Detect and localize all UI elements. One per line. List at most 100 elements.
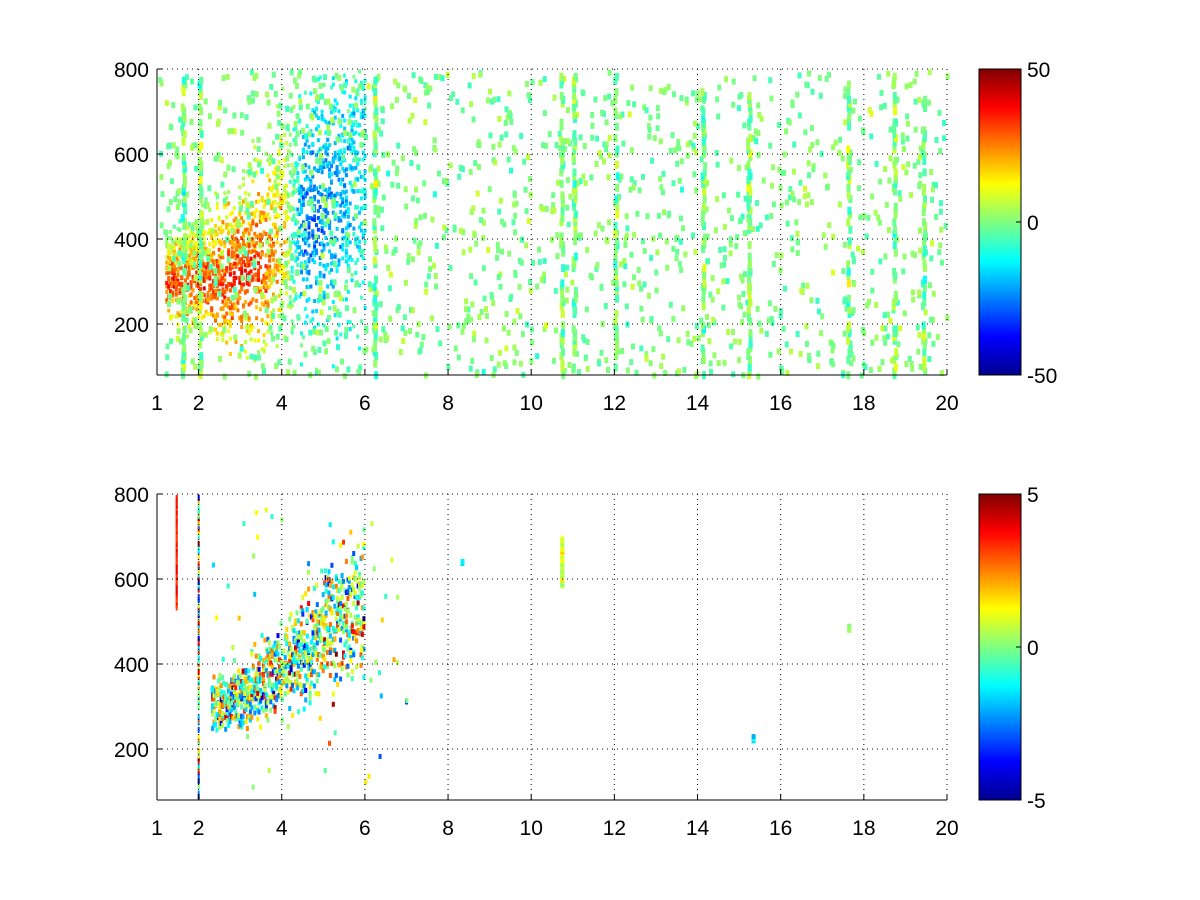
heatmap-cell	[700, 321, 705, 330]
heatmap-cell	[599, 349, 604, 356]
heatmap-cell	[225, 73, 230, 80]
heatmap-cell	[650, 157, 655, 164]
heatmap-cell	[803, 129, 808, 136]
heatmap-cell	[349, 658, 353, 663]
heatmap-cell	[266, 192, 270, 197]
heatmap-cell	[215, 296, 219, 301]
heatmap-cell	[722, 359, 727, 366]
heatmap-cell	[551, 202, 556, 209]
heatmap-cell	[273, 708, 277, 714]
heatmap-cell	[860, 127, 865, 134]
heatmap-cell	[496, 96, 501, 103]
heatmap-cell	[195, 225, 199, 230]
heatmap-cell	[326, 284, 330, 289]
heatmap-cell	[330, 279, 333, 284]
heatmap-cell	[314, 691, 318, 697]
heatmap-cell	[340, 583, 344, 589]
heatmap-cell	[285, 209, 289, 214]
heatmap-cell	[326, 314, 331, 321]
heatmap-cell	[214, 721, 217, 727]
heatmap-cell	[918, 180, 923, 187]
heatmap-cell	[343, 168, 347, 173]
heatmap-cell	[322, 290, 326, 295]
heatmap-cell	[809, 125, 814, 132]
heatmap-cell	[326, 124, 331, 131]
heatmap-cell	[503, 119, 508, 126]
heatmap-cell	[316, 369, 321, 376]
heatmap-cell	[228, 717, 232, 723]
heatmap-cell	[315, 157, 320, 164]
heatmap-cell	[167, 284, 171, 288]
heatmap-cell	[333, 636, 337, 642]
heatmap-cell	[184, 278, 187, 283]
heatmap-cell	[488, 132, 493, 139]
heatmap-cell	[258, 159, 262, 164]
heatmap-cell	[847, 306, 852, 315]
heatmap-cell	[266, 329, 270, 334]
heatmap-cell	[249, 269, 253, 274]
heatmap-cell	[219, 683, 223, 688]
heatmap-cell	[640, 316, 645, 323]
heatmap-cell	[253, 246, 257, 251]
heatmap-cell	[846, 183, 851, 192]
heatmap-cell	[320, 109, 324, 114]
heatmap-cell	[295, 631, 299, 636]
heatmap-cell	[746, 348, 751, 357]
heatmap-cell	[342, 539, 345, 545]
heatmap-cell	[694, 373, 699, 380]
heatmap-cell	[305, 270, 309, 275]
heatmap-cell	[331, 210, 335, 215]
heatmap-cell	[305, 150, 309, 155]
heatmap-cell	[807, 70, 811, 77]
heatmap-cell	[264, 300, 268, 305]
heatmap-cell	[393, 78, 398, 85]
heatmap-cell	[473, 279, 478, 286]
heatmap-cell	[281, 275, 285, 280]
heatmap-cell	[504, 311, 509, 317]
heatmap-cell	[911, 296, 916, 303]
heatmap-cell	[198, 340, 203, 349]
heatmap-cell	[335, 170, 339, 175]
heatmap-cell	[270, 664, 274, 670]
heatmap-cell	[273, 179, 277, 184]
heatmap-cell	[590, 122, 595, 129]
heatmap-cell	[301, 202, 305, 207]
heatmap-cell	[344, 624, 348, 630]
heatmap-cell	[275, 234, 279, 238]
heatmap-cell	[322, 162, 326, 167]
heatmap-cell	[716, 288, 721, 295]
heatmap-cell	[278, 657, 281, 663]
heatmap-cell	[847, 321, 851, 330]
heatmap-cell	[604, 146, 609, 153]
heatmap-cell	[228, 272, 232, 277]
heatmap-cell	[303, 90, 307, 95]
heatmap-cell	[348, 320, 352, 325]
heatmap-cell	[350, 124, 354, 129]
heatmap-cell	[210, 687, 214, 693]
heatmap-cell	[189, 265, 193, 270]
heatmap-cell	[257, 666, 261, 672]
heatmap-cell	[410, 112, 415, 119]
heatmap-cell	[260, 167, 265, 174]
heatmap-cell	[335, 237, 339, 242]
heatmap-cell	[294, 255, 298, 260]
heatmap-cell	[296, 652, 300, 658]
heatmap-cell	[888, 126, 893, 133]
heatmap-cell	[675, 248, 680, 255]
heatmap-cell	[206, 269, 210, 274]
heatmap-cell	[215, 331, 219, 336]
heatmap-cell	[755, 305, 760, 312]
heatmap-cell	[696, 123, 700, 130]
heatmap-cell	[358, 69, 361, 74]
heatmap-cell	[413, 222, 418, 229]
heatmap-cell	[238, 245, 242, 250]
heatmap-cell	[528, 287, 533, 294]
heatmap-cell	[232, 205, 236, 210]
heatmap-cell	[624, 303, 629, 310]
heatmap-cell	[262, 349, 266, 354]
heatmap-cell	[870, 339, 875, 346]
heatmap-cell	[892, 241, 897, 250]
heatmap-cell	[434, 283, 439, 290]
heatmap-cell	[202, 263, 206, 268]
heatmap-cell	[407, 117, 412, 124]
